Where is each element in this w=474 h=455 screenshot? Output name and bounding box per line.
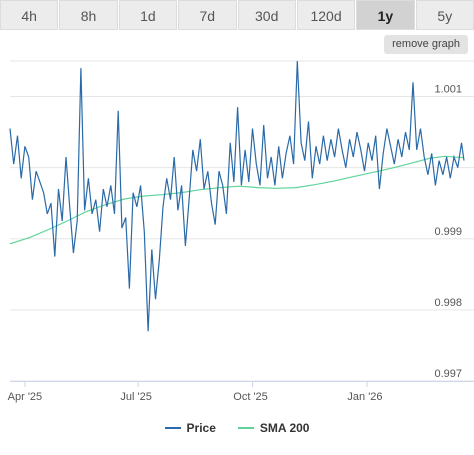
legend-swatch-price bbox=[164, 427, 181, 429]
y-tick-label: 0.998 bbox=[434, 297, 462, 309]
x-tick-label: Jul '25 bbox=[120, 391, 151, 403]
series-line-price bbox=[9, 60, 465, 332]
tab-1y[interactable]: 1y bbox=[356, 0, 415, 30]
series-line-sma-200 bbox=[9, 155, 465, 245]
tab-1d[interactable]: 1d bbox=[118, 0, 178, 30]
remove-graph-button[interactable]: remove graph bbox=[384, 35, 468, 54]
x-tick-label: Jan '26 bbox=[347, 391, 382, 403]
chart-legend: Price SMA 200 bbox=[0, 421, 474, 435]
legend-label-sma-200: SMA 200 bbox=[259, 421, 310, 435]
tab-120d[interactable]: 120d bbox=[296, 0, 356, 30]
x-tick-label: Oct '25 bbox=[233, 391, 268, 403]
tab-5y[interactable]: 5y bbox=[415, 0, 474, 30]
y-tick-label: 0.997 bbox=[434, 368, 462, 380]
price-chart: 0.997 0.998 0.999 1.001 Apr '25 Jul '25 Oct '… bbox=[8, 60, 474, 403]
legend-label-price: Price bbox=[186, 421, 216, 435]
x-axis-ticks: Apr '25 Jul '25 Oct '25 Jan '26 bbox=[8, 381, 383, 403]
y-axis-ticks: 0.997 0.998 0.999 1.001 bbox=[434, 84, 462, 380]
y-tick-label: 0.999 bbox=[434, 226, 462, 238]
time-range-tabs: 4h 8h 1d 7d 30d 120d 1y 5y bbox=[0, 0, 474, 30]
legend-item-sma-200[interactable]: SMA 200 bbox=[237, 421, 310, 435]
legend-item-price[interactable]: Price bbox=[164, 421, 216, 435]
tab-7d[interactable]: 7d bbox=[178, 0, 237, 30]
grid-lines bbox=[10, 60, 474, 382]
x-tick-label: Apr '25 bbox=[8, 391, 43, 403]
tab-30d[interactable]: 30d bbox=[237, 0, 296, 30]
tab-4h[interactable]: 4h bbox=[0, 0, 59, 30]
y-tick-label: 1.001 bbox=[434, 84, 462, 96]
legend-swatch-sma-200 bbox=[237, 427, 254, 429]
tab-8h[interactable]: 8h bbox=[59, 0, 118, 30]
